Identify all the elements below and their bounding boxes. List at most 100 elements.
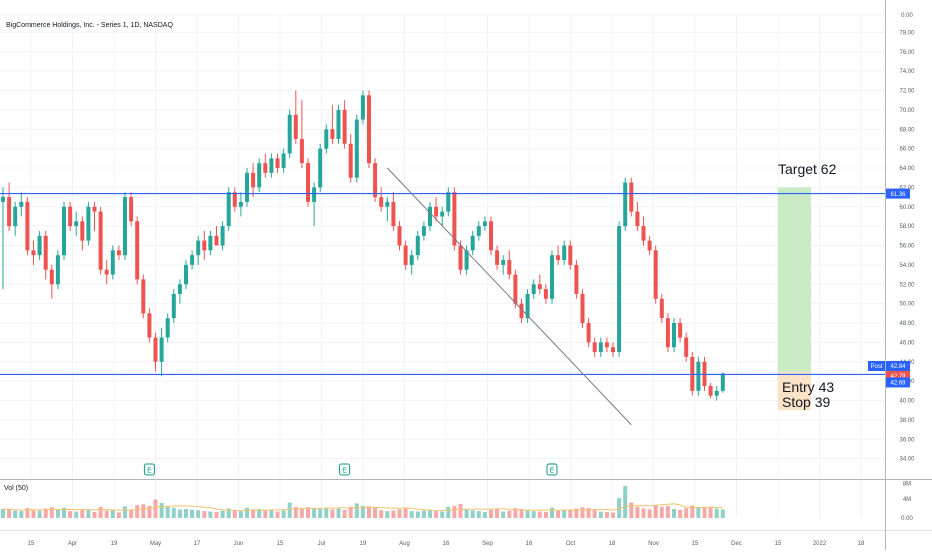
candle-body [409, 255, 414, 265]
volume-bar [263, 510, 268, 518]
time-tick-label: Dec [731, 541, 742, 547]
volume-bar [141, 504, 146, 518]
candle-body [251, 172, 256, 188]
volume-bar [586, 508, 591, 518]
volume-bar [562, 509, 567, 518]
candle-body [257, 163, 262, 188]
candle-body [159, 337, 164, 362]
candle-body [397, 226, 402, 246]
post-tag: Post [870, 364, 882, 370]
price-tick-label: 72.00 [899, 89, 915, 95]
candle-body [446, 192, 451, 212]
candle-body [385, 201, 390, 207]
volume-bar [525, 510, 530, 518]
candle-body [580, 293, 585, 323]
last-price-badge: 42.79 [890, 374, 906, 380]
volume-bar [232, 510, 237, 518]
candle-body [306, 163, 310, 202]
candle-body [275, 158, 280, 168]
trendline[interactable] [386, 167, 632, 426]
price-tick-label: 66.00 [899, 147, 915, 153]
volume-bar [251, 509, 256, 518]
volume-bar [226, 508, 231, 518]
volume-bar [678, 509, 683, 518]
volume-bar [440, 511, 445, 518]
volume-bar [55, 509, 60, 518]
candle-body [43, 235, 48, 270]
target-label: Target 62 [778, 161, 837, 177]
price-tick-label: 78.00 [899, 30, 915, 36]
price-tick-label: 62.00 [899, 185, 915, 191]
candle-body [116, 250, 121, 256]
candle-body [190, 255, 195, 265]
volume-bar [80, 510, 85, 518]
level-badge-top-bg [886, 188, 910, 199]
candle-body [312, 187, 317, 202]
candle-body [519, 303, 524, 319]
volume-bar [641, 508, 646, 518]
level-badge-bottom-bg [886, 377, 910, 388]
volume-bar [25, 508, 30, 518]
candle-body [464, 250, 469, 270]
candle-body [672, 323, 676, 348]
candle-body [708, 385, 713, 396]
last-price-badge-bg [886, 370, 910, 381]
volume-bar [129, 509, 134, 518]
time-tick-label: Sep [482, 541, 493, 547]
volume-bar [708, 506, 713, 518]
candle-body [428, 206, 432, 227]
candle-body [110, 250, 115, 275]
volume-bar [312, 508, 317, 518]
candle-body [604, 342, 609, 348]
candle-body [574, 264, 579, 294]
volume-bar [104, 510, 109, 518]
candle-body [13, 206, 18, 227]
candle-body [556, 255, 561, 261]
volume-bar [49, 507, 54, 518]
volume-bar [482, 511, 487, 518]
candle-body [635, 211, 640, 227]
volume-bar [611, 512, 615, 518]
volume-bar [208, 511, 213, 518]
price-tick-label: 48.00 [899, 321, 915, 327]
candle-body [269, 158, 274, 173]
volume-bar [489, 509, 493, 518]
candle-body [348, 143, 353, 178]
candle-body [684, 337, 689, 357]
candle-body [342, 109, 347, 144]
candle-body [617, 226, 622, 353]
candle-body [123, 197, 127, 256]
volume-bar [360, 505, 365, 518]
candle-body [592, 342, 597, 353]
candle-body [458, 245, 463, 270]
earnings-marker[interactable] [143, 463, 155, 476]
volume-bar [672, 508, 676, 518]
price-tick-label: 52.00 [899, 282, 915, 288]
time-tick-label: Aug [399, 541, 410, 547]
volume-bar [623, 486, 628, 518]
candle-body [720, 373, 725, 391]
candle-body [501, 260, 506, 265]
candle-body [299, 138, 304, 164]
volume-bar [415, 511, 420, 518]
volume-bar [519, 508, 524, 518]
price-tick-label: 38.00 [899, 418, 915, 424]
earnings-marker[interactable] [546, 463, 558, 476]
candle-body [714, 390, 719, 396]
candle-body [531, 284, 536, 294]
level-badge-top: 61.36 [890, 192, 906, 198]
volume-bar [110, 510, 115, 518]
volume-bar [507, 510, 512, 518]
candle-body [7, 197, 12, 227]
candle-body [281, 153, 286, 168]
candle-body [68, 206, 73, 227]
candle-body [220, 226, 225, 246]
candle-body [245, 172, 249, 202]
price-tick-label: 34.00 [899, 457, 915, 463]
earnings-marker[interactable] [339, 463, 351, 476]
candle-body [324, 129, 329, 149]
volume-bar [43, 508, 48, 518]
candle-body [415, 235, 420, 256]
volume-label: Vol (50) [4, 485, 28, 492]
